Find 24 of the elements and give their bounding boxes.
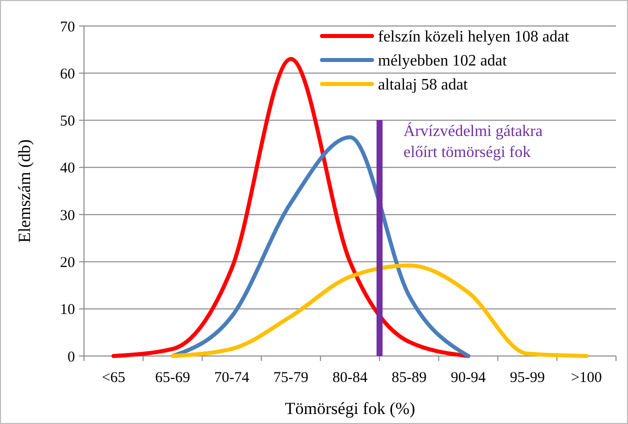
x-tick-label: 90-94 xyxy=(450,370,486,386)
y-tick-label: 70 xyxy=(60,19,75,36)
x-tick-label: 95-99 xyxy=(510,370,545,386)
y-tick-label: 20 xyxy=(60,254,75,271)
y-axis-title: Elemszám (db) xyxy=(15,139,34,243)
x-tick-label: 75-79 xyxy=(273,370,308,386)
x-tick-label: 70-74 xyxy=(214,370,250,386)
legend-label: felszín közeli helyen 108 adat xyxy=(378,28,570,46)
x-axis-title: Tömörségi fok (%) xyxy=(284,399,416,418)
legend-label: altalaj 58 adat xyxy=(378,76,468,94)
x-tick-label: 80-84 xyxy=(332,370,368,386)
x-tick-label: 85-89 xyxy=(392,370,427,386)
y-tick-label: 60 xyxy=(60,66,75,82)
legend-label: mélyebben 102 adat xyxy=(378,52,508,70)
x-tick-label: <65 xyxy=(102,370,126,386)
y-tick-label: 30 xyxy=(60,208,75,224)
y-tick-label: 50 xyxy=(60,114,75,130)
y-tick-label: 10 xyxy=(60,302,75,318)
ref-line-label: Árvízvédelmi gátakra előírt tömörségi fok xyxy=(404,122,543,161)
x-tick-label: 65-69 xyxy=(155,370,190,386)
y-tick-label: 0 xyxy=(68,349,75,366)
y-tick-label: 40 xyxy=(60,160,75,177)
x-tick-label: >100 xyxy=(570,370,602,386)
line-series xyxy=(170,263,588,358)
